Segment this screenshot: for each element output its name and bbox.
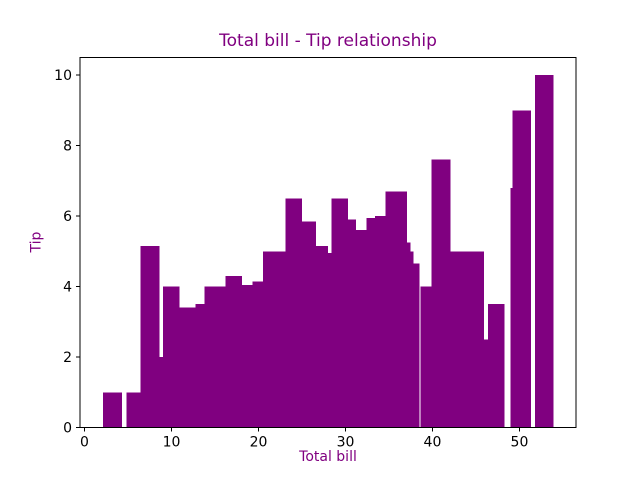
y-tick-label: 6: [63, 209, 72, 225]
bar: [348, 219, 356, 428]
bar: [331, 198, 349, 428]
y-axis-label: Tip: [28, 231, 45, 253]
bar: [285, 198, 302, 428]
bar: [385, 191, 408, 428]
bar: [126, 392, 141, 428]
x-axis-label: Total bill: [299, 449, 357, 465]
x-tick-label: 20: [250, 435, 268, 451]
bar: [140, 246, 160, 428]
bar: [510, 187, 513, 428]
x-tick-label: 30: [337, 435, 355, 451]
bar: [315, 246, 329, 428]
bar: [413, 263, 420, 428]
bar: [204, 286, 226, 428]
bar: [355, 230, 367, 428]
y-tick-label: 4: [63, 280, 72, 296]
bar: [102, 392, 122, 428]
bar: [366, 217, 376, 428]
bar: [512, 110, 532, 428]
bar: [195, 304, 205, 428]
bar: [162, 286, 180, 428]
bar: [328, 253, 332, 428]
bar: [301, 221, 316, 428]
x-tick-label: 10: [163, 435, 181, 451]
x-tick-label: 50: [511, 435, 529, 451]
axes-frame: [79, 57, 577, 428]
bar: [252, 281, 263, 428]
bar: [159, 357, 163, 428]
y-tick-label: 10: [54, 68, 72, 84]
bar: [535, 75, 554, 428]
chart-title: Total bill - Tip relationship: [219, 31, 437, 51]
bar: [262, 251, 286, 428]
y-tick-label: 8: [63, 139, 72, 155]
bar: [375, 216, 386, 428]
bar: [179, 307, 196, 428]
bar: [241, 284, 253, 428]
y-tick-label: 2: [63, 350, 72, 366]
bar: [431, 159, 451, 428]
bar: [450, 251, 484, 428]
bar: [483, 339, 489, 428]
x-tick-label: 0: [80, 435, 89, 451]
y-tick-label: 0: [63, 421, 72, 437]
bar: [407, 242, 411, 428]
x-tick-label: 40: [424, 435, 442, 451]
bar: [488, 304, 505, 428]
bar: [225, 275, 242, 428]
bar: [420, 286, 432, 428]
bar: [410, 251, 414, 428]
